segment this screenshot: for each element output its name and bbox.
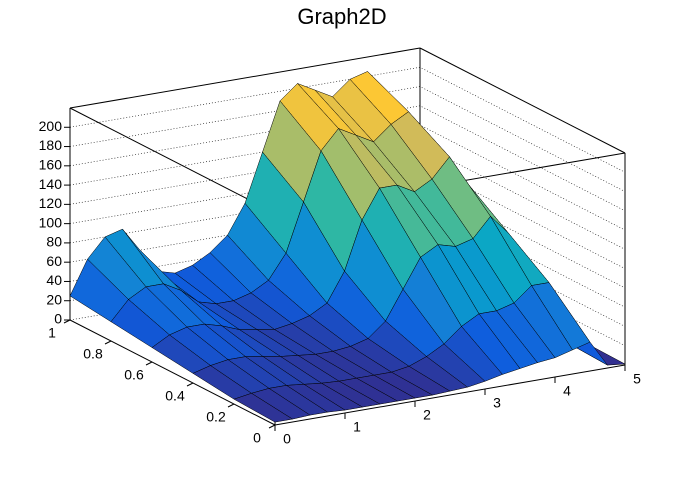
z-tick-label: 0 [54, 311, 62, 327]
x-tick-label: 3 [493, 395, 501, 411]
y-tick [227, 403, 235, 408]
z-tick-label: 20 [46, 291, 62, 307]
z-tick-label: 80 [46, 234, 62, 250]
z-tick-label: 120 [39, 195, 63, 211]
x-tick-label: 0 [283, 431, 291, 447]
z-tick-label: 200 [39, 118, 63, 134]
box-edge [419, 47, 626, 154]
y-tick [186, 382, 194, 387]
x-tick-label: 5 [633, 371, 641, 387]
y-tick [63, 319, 71, 324]
x-axis [274, 364, 626, 426]
box-edge [69, 107, 276, 214]
x-tick-label: 1 [353, 419, 361, 435]
y-tick-label: 0.2 [206, 409, 226, 425]
y-tick-label: 0.8 [83, 346, 103, 362]
x-tick-label: 4 [563, 383, 571, 399]
chart-title: Graph2D [297, 4, 386, 29]
box-edge [69, 47, 421, 109]
y-tick-label: 0.4 [165, 388, 185, 404]
z-tick-label: 140 [39, 176, 63, 192]
z-tick-label: 40 [46, 272, 62, 288]
z-tick-label: 100 [39, 214, 63, 230]
z-tick-label: 160 [39, 157, 63, 173]
y-axis [69, 319, 276, 426]
y-tick [268, 424, 276, 429]
y-tick-label: 1 [48, 325, 56, 341]
z-tick-label: 60 [46, 253, 62, 269]
y-tick [145, 361, 153, 366]
x-tick-label: 2 [423, 407, 431, 423]
y-tick [104, 340, 112, 345]
y-tick-label: 0.6 [124, 367, 144, 383]
z-tick-label: 180 [39, 137, 63, 153]
y-tick-label: 0 [253, 430, 261, 446]
surface-cell [233, 393, 294, 423]
